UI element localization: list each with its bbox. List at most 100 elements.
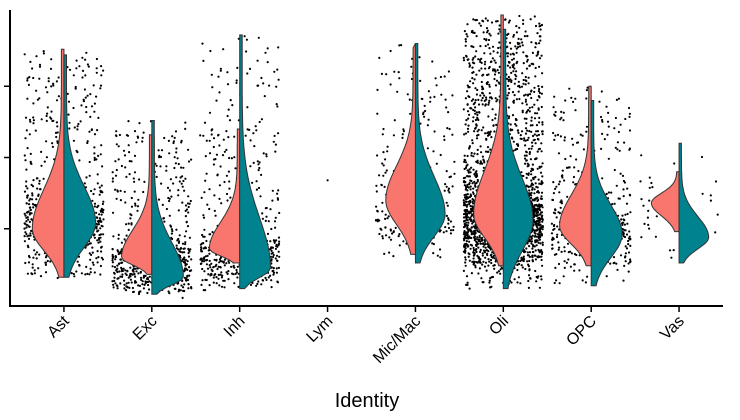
point-exc — [130, 222, 133, 225]
point-oli — [482, 260, 485, 263]
point-oli — [507, 117, 510, 120]
point-oli — [472, 18, 475, 21]
point-oli — [468, 259, 471, 262]
point-mic-mac — [439, 256, 442, 259]
point-oli — [468, 202, 471, 206]
point-oli — [538, 35, 541, 38]
point-opc — [572, 175, 576, 179]
point-exc — [144, 282, 147, 285]
point-exc — [176, 239, 179, 242]
point-oli — [475, 170, 478, 173]
point-oli — [527, 274, 531, 277]
point-oli — [493, 77, 496, 81]
point-ast — [74, 85, 77, 89]
point-ast — [36, 98, 40, 101]
point-oli — [466, 163, 469, 166]
point-opc — [607, 111, 610, 114]
point-oli — [524, 100, 528, 103]
point-mic-mac — [402, 128, 405, 131]
point-oli — [478, 267, 481, 270]
point-oli — [464, 97, 467, 100]
point-ast — [57, 95, 61, 98]
point-oli — [483, 94, 486, 97]
point-oli — [482, 281, 485, 284]
point-exc — [139, 270, 142, 273]
point-oli — [531, 247, 534, 250]
point-ast — [46, 259, 49, 263]
point-exc — [133, 273, 136, 276]
point-mic-mac — [389, 229, 392, 232]
point-exc — [113, 279, 116, 282]
point-oli — [536, 130, 540, 133]
point-oli — [528, 255, 532, 258]
point-ast — [23, 235, 26, 238]
point-oli — [531, 188, 534, 191]
point-exc — [111, 253, 114, 257]
point-mic-mac — [453, 160, 456, 163]
point-inh — [266, 47, 269, 50]
point-inh — [272, 255, 275, 259]
point-exc — [111, 248, 114, 251]
point-inh — [236, 265, 239, 268]
point-inh — [214, 273, 217, 276]
point-oli — [538, 255, 541, 258]
point-opc — [572, 181, 575, 184]
point-oli — [541, 133, 544, 136]
point-exc — [143, 283, 146, 286]
point-opc — [554, 134, 557, 137]
point-exc — [129, 266, 132, 269]
point-ast — [28, 225, 31, 228]
point-inh — [202, 216, 206, 219]
point-inh — [200, 250, 204, 253]
point-ast — [25, 185, 28, 188]
point-inh — [256, 160, 259, 163]
point-ast — [44, 261, 47, 264]
point-exc — [135, 281, 138, 284]
point-oli — [467, 200, 470, 203]
point-opc — [554, 187, 557, 190]
point-oli — [465, 33, 468, 36]
point-inh — [275, 271, 278, 274]
point-oli — [467, 221, 470, 224]
point-oli — [480, 67, 483, 70]
point-oli — [472, 257, 475, 260]
point-mic-mac — [447, 70, 450, 73]
point-inh — [209, 266, 212, 269]
point-mic-mac — [406, 93, 409, 96]
point-oli — [533, 213, 536, 216]
point-oli — [474, 55, 477, 58]
point-exc — [133, 130, 137, 133]
point-oli — [488, 279, 491, 282]
point-oli — [526, 35, 529, 38]
point-inh — [276, 192, 279, 195]
point-inh — [262, 152, 265, 155]
point-oli — [539, 197, 543, 200]
point-ast — [26, 147, 29, 150]
point-inh — [270, 249, 273, 252]
point-mic-mac — [378, 232, 381, 236]
point-ast — [52, 119, 55, 122]
point-exc — [178, 180, 181, 183]
point-opc — [565, 261, 569, 264]
point-oli — [540, 195, 543, 198]
point-oli — [475, 111, 478, 114]
point-exc — [134, 202, 137, 205]
point-ast — [88, 273, 91, 276]
point-ast — [28, 220, 31, 223]
point-exc — [186, 260, 189, 263]
point-mic-mac — [388, 251, 391, 254]
point-inh — [202, 289, 205, 292]
point-exc — [183, 251, 186, 254]
point-opc — [570, 96, 573, 99]
point-oli — [473, 180, 476, 183]
point-exc — [187, 211, 190, 214]
point-oli — [527, 286, 531, 289]
point-oli — [541, 72, 544, 75]
point-mic-mac — [446, 127, 449, 130]
point-exc — [113, 271, 116, 274]
point-oli — [464, 159, 467, 162]
point-oli — [466, 193, 469, 196]
point-ast — [88, 242, 91, 245]
point-oli — [532, 211, 535, 214]
point-ast — [97, 256, 100, 259]
